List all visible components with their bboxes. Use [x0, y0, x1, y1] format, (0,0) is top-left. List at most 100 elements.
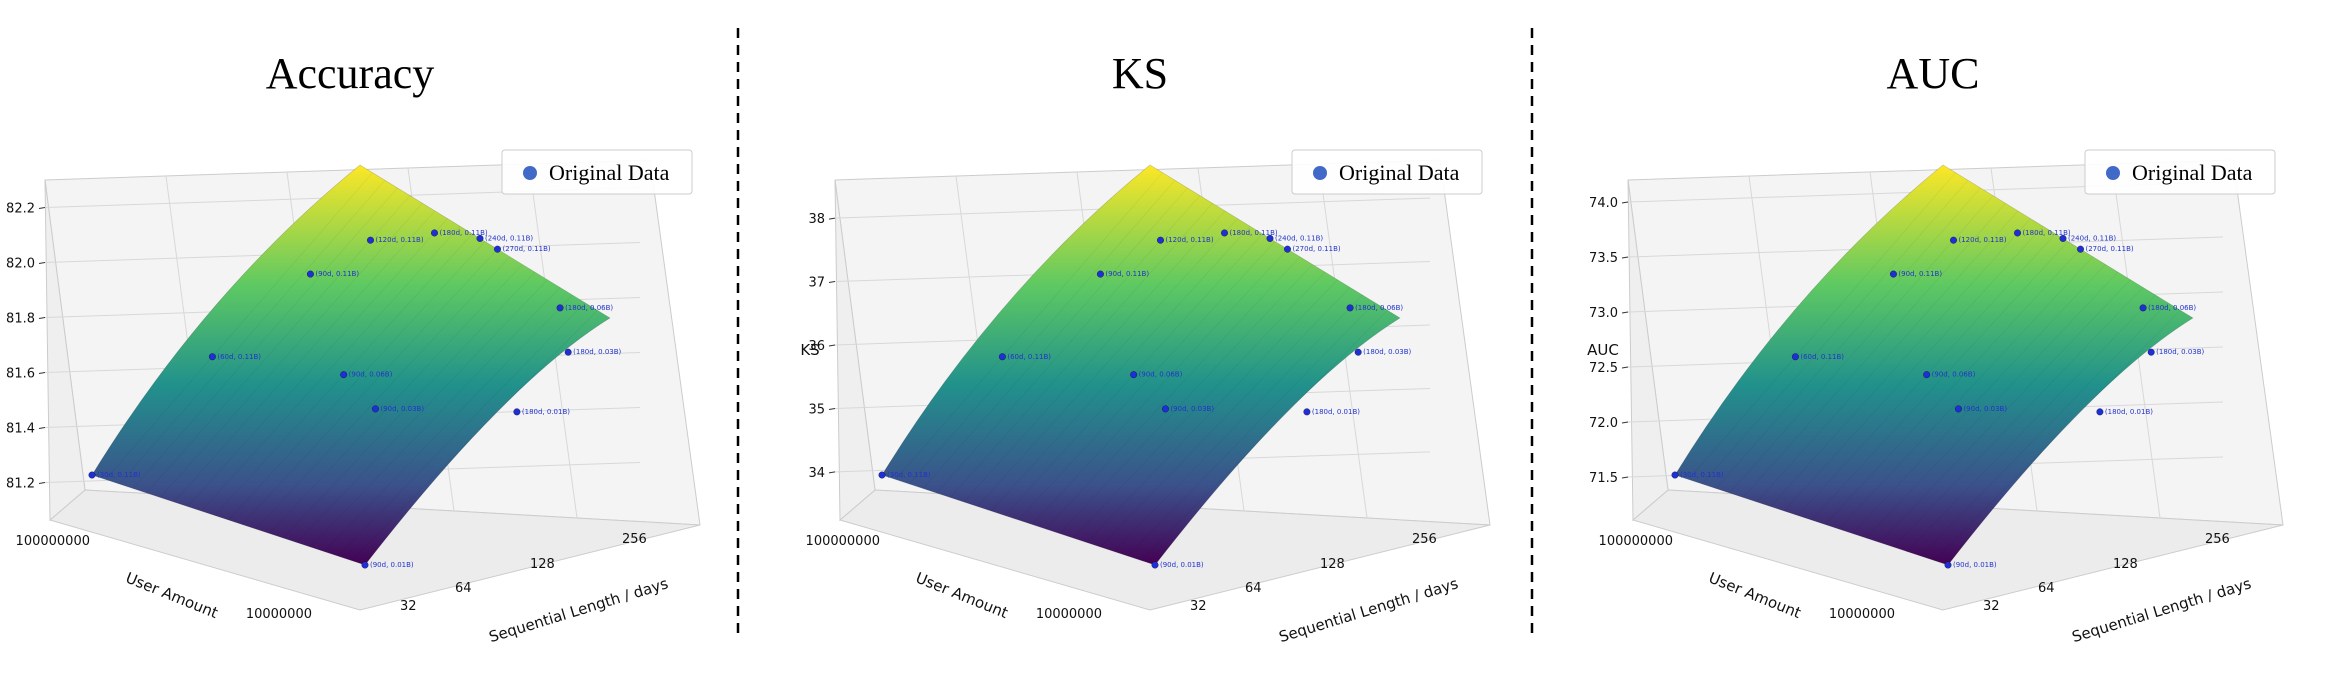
data-point-label: (90d, 0.06B) — [349, 371, 393, 379]
surface-mesh-line — [1783, 225, 2044, 512]
data-point-label: (180d, 0.06B) — [2148, 304, 2196, 312]
data-point-label: (120d, 0.11B) — [1165, 236, 1213, 244]
surface-mesh-line — [323, 294, 573, 552]
data-point — [340, 371, 348, 379]
surface — [1674, 164, 2194, 566]
surface-mesh-line — [119, 180, 386, 485]
z-tick-mark — [38, 372, 46, 374]
data-point-label: (60d, 0.11B) — [1800, 353, 1844, 361]
data-point — [1221, 229, 1228, 237]
panel-auc: 71.5 72.0 72.5 73.0 73.5 74.0 (90d, 0.01B) (30d… — [1587, 49, 2284, 646]
surface-mesh-line — [1031, 248, 1288, 525]
y-tick-label: 128 — [2113, 557, 2138, 572]
surface-mesh-line — [173, 210, 436, 503]
data-point-label: (180d, 0.03B) — [1363, 348, 1411, 356]
surface-mesh-line — [1141, 310, 1388, 561]
data-point — [2139, 304, 2147, 312]
surface-mesh-line — [282, 271, 536, 539]
z-tick-label: 38 — [808, 212, 825, 227]
x-tick-label: 10000000 — [1036, 607, 1102, 622]
z-tick-mark — [38, 317, 46, 319]
z-tick-label: 81.8 — [6, 312, 35, 327]
surface-mesh-line — [1086, 279, 1338, 543]
data-point-label: (180d, 0.01B) — [522, 408, 570, 416]
z-tick-mark — [1621, 311, 1629, 314]
side-pane — [1627, 179, 1669, 522]
z-tick-mark — [1621, 366, 1629, 369]
data-point-label: (90d, 0.11B) — [1898, 270, 1942, 278]
surface-mesh-line — [1072, 271, 1326, 539]
y-tick-label: 32 — [1190, 599, 1207, 614]
y-tick-label: 256 — [1412, 532, 1437, 547]
y-tick-label: 256 — [2205, 532, 2230, 547]
data-point — [88, 471, 96, 479]
z-tick-label: 81.2 — [6, 477, 35, 492]
data-point — [1096, 270, 1104, 278]
surface-mesh-line — [351, 310, 598, 561]
data-point — [1151, 561, 1159, 569]
z-tick-label: 71.5 — [1589, 471, 1618, 486]
surface-mesh-line — [269, 264, 523, 534]
data-point-label: (90d, 0.01B) — [1160, 561, 1204, 569]
surface-mesh-line — [1756, 210, 2019, 503]
surface-mesh-line — [241, 248, 498, 525]
legend: Original Data — [501, 149, 693, 195]
surface-mesh-line — [1127, 302, 1376, 557]
y-axis-label: Sequential Length / days — [1277, 574, 1461, 646]
surface-mesh-line — [255, 256, 511, 530]
y-tick-label: 64 — [2038, 581, 2055, 596]
surface-mesh-line — [1865, 271, 2119, 539]
data-point — [1157, 236, 1164, 244]
y-tick-label: 64 — [455, 581, 472, 596]
surface-mesh-line — [909, 180, 1176, 485]
y-tick-label: 32 — [400, 599, 417, 614]
legend-label: Original Data — [2132, 160, 2253, 185]
data-point-label: (120d, 0.11B) — [375, 236, 423, 244]
surface-mesh-line — [1879, 279, 2131, 543]
legend: Original Data — [2084, 149, 2276, 195]
legend-label: Original Data — [1339, 160, 1460, 185]
data-point — [1923, 371, 1931, 379]
data-point-label: (30d, 0.11B) — [887, 471, 931, 479]
x-tick-label: 100000000 — [16, 534, 90, 549]
z-tick-label: 72.5 — [1589, 361, 1618, 376]
surface-mesh-line — [1729, 195, 1994, 494]
surface-mesh-line — [1100, 287, 1351, 548]
data-point — [1284, 245, 1291, 253]
z-axis-label: KS — [800, 341, 819, 359]
data-point-label: (60d, 0.11B) — [217, 353, 261, 361]
data-point-label: (240d, 0.11B) — [1275, 234, 1323, 242]
data-point-label: (90d, 0.06B) — [1139, 371, 1183, 379]
x-tick-label: 100000000 — [1599, 534, 1673, 549]
data-point — [2059, 234, 2067, 242]
y-axis-label: Sequential Length / days — [2070, 574, 2254, 646]
data-point — [361, 561, 369, 569]
surface-mesh-line — [950, 203, 1213, 498]
legend: Original Data — [1291, 149, 1483, 195]
data-point — [1791, 353, 1799, 361]
panel-title: AUC — [1887, 49, 1980, 98]
data-point-label: (90d, 0.01B) — [1953, 561, 1997, 569]
data-point-label: (180d, 0.11B) — [2023, 229, 2071, 237]
data-point-label: (30d, 0.11B) — [1680, 471, 1724, 479]
surface-mesh-line — [936, 195, 1201, 494]
surface-mesh-line — [1934, 310, 2181, 561]
surface-mesh-line — [1893, 287, 2144, 548]
data-point — [306, 270, 314, 278]
surface-mesh-line — [146, 195, 411, 494]
data-point — [513, 408, 521, 416]
surface-mesh-line — [1715, 187, 1981, 489]
z-tick-mark — [828, 471, 836, 474]
z-tick-mark — [38, 262, 46, 264]
y-tick-label: 128 — [1320, 557, 1345, 572]
z-tick-mark — [38, 207, 46, 209]
data-point — [878, 471, 886, 479]
surface-mesh-line — [922, 187, 1188, 489]
surface — [91, 164, 611, 566]
z-tick-label: 36 — [808, 339, 825, 354]
data-point-label: (90d, 0.03B) — [1170, 405, 1214, 413]
legend-marker — [1313, 166, 1327, 180]
z-tick-mark — [1621, 201, 1629, 204]
surface-mesh-line — [1838, 256, 2094, 530]
